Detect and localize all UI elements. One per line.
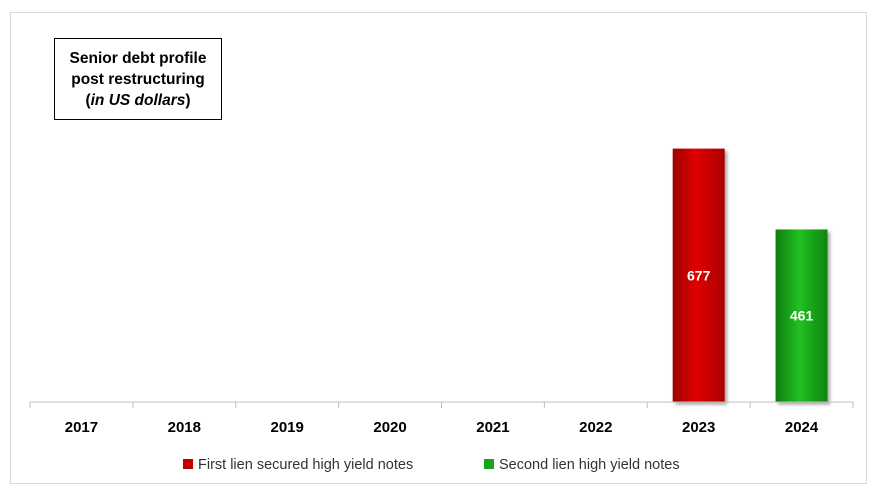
- bar-2023: [672, 148, 725, 402]
- legend-label-2: Second lien high yield notes: [499, 457, 680, 473]
- legend-swatch-1: [183, 459, 193, 469]
- x-tick-label-2021: 2021: [476, 419, 509, 436]
- legend-label-1: First lien secured high yield notes: [198, 457, 413, 473]
- bar-2024: [775, 229, 828, 402]
- x-tick-label-2022: 2022: [579, 419, 612, 436]
- x-tick-label-2020: 2020: [373, 419, 406, 436]
- chart-title-line-2: post restructuring: [71, 70, 205, 88]
- chart-title-line-1: Senior debt profile: [69, 49, 207, 67]
- legend-swatch-2: [484, 459, 494, 469]
- data-label-2024: 461: [790, 308, 814, 324]
- chart-title-unit-text: in US dollars: [90, 91, 186, 109]
- x-tick-label-2024: 2024: [785, 419, 819, 436]
- chart-frame: [10, 12, 867, 484]
- chart-title-unit: (in US dollars): [85, 91, 191, 109]
- x-tick-label-2023: 2023: [682, 419, 715, 436]
- x-tick-label-2017: 2017: [65, 419, 98, 436]
- chart-title-box: Senior debt profile post restructuring (…: [54, 38, 222, 120]
- x-tick-label-2018: 2018: [168, 419, 201, 436]
- data-label-2023: 677: [687, 267, 711, 283]
- x-tick-label-2019: 2019: [271, 419, 304, 436]
